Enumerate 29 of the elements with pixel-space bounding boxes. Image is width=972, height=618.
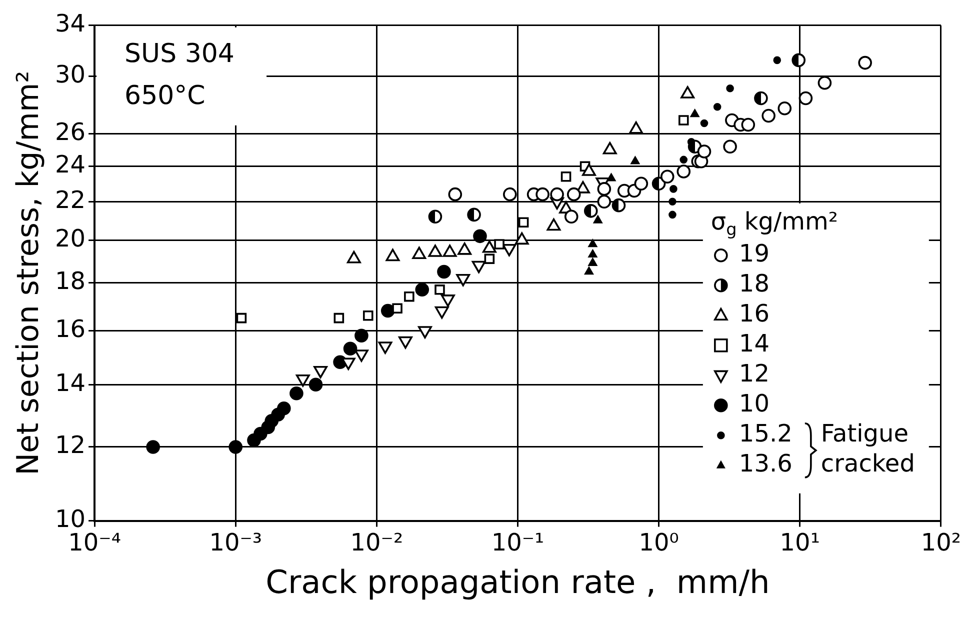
x-tick-label: 10¹ bbox=[780, 528, 820, 556]
annotation: 650°C bbox=[124, 81, 206, 112]
legend-label: 10 bbox=[738, 390, 770, 418]
y-tick-label: 34 bbox=[54, 10, 86, 38]
y-tick-label: 12 bbox=[54, 431, 86, 460]
x-tick-label: 10⁻³ bbox=[209, 528, 262, 556]
y-tick-label: 22 bbox=[54, 186, 86, 214]
y-tick-label: 24 bbox=[54, 150, 86, 179]
legend-label: 19 bbox=[738, 240, 770, 268]
y-tick-label: 30 bbox=[54, 60, 86, 88]
legend-label: 18 bbox=[738, 270, 770, 298]
legend-label: 15.2 bbox=[738, 420, 792, 448]
legend-label: 13.6 bbox=[738, 450, 792, 478]
x-tick-label: 10⁰ bbox=[638, 528, 679, 556]
y-axis-title: Net section stress, kg/mm² bbox=[10, 70, 46, 476]
x-axis-title: Crack propagation rate , mm/h bbox=[266, 563, 770, 602]
annotation: SUS 304 bbox=[124, 39, 234, 70]
y-tick-label: 18 bbox=[54, 267, 86, 296]
y-tick-label: 20 bbox=[54, 224, 86, 252]
x-tick-label: 10² bbox=[920, 528, 962, 556]
x-tick-label: 10⁻¹ bbox=[491, 528, 544, 556]
x-tick-label: 10⁻² bbox=[350, 528, 404, 556]
y-tick-label: 26 bbox=[54, 118, 86, 146]
legend-label: 16 bbox=[738, 300, 770, 328]
legend-label: 12 bbox=[738, 360, 770, 388]
y-tick-label: 14 bbox=[54, 368, 86, 397]
y-tick-label: 16 bbox=[54, 314, 86, 343]
annotation: Fatigue cracked bbox=[820, 420, 915, 478]
legend-label: 14 bbox=[738, 330, 770, 358]
